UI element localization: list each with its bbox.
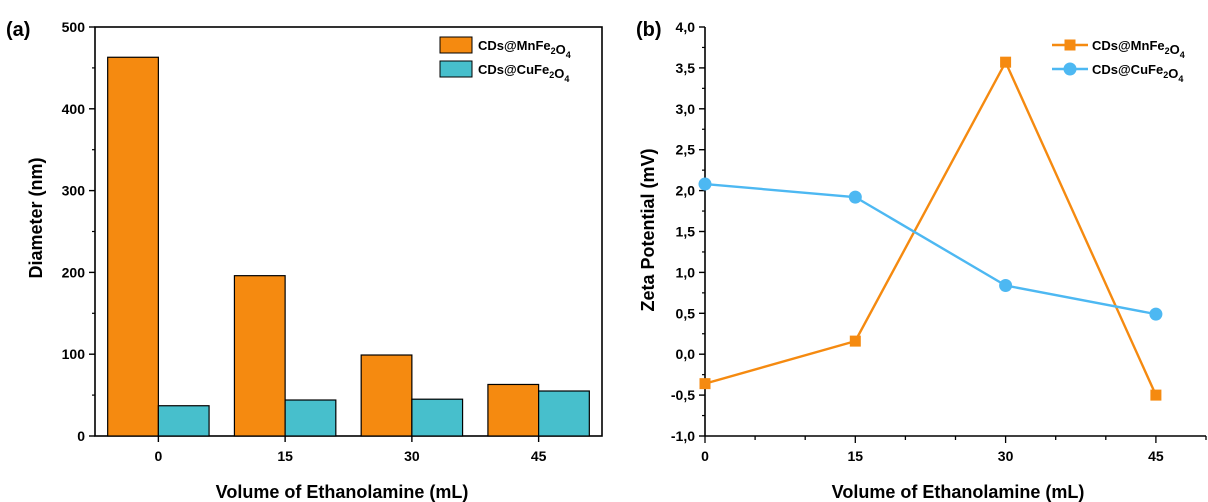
data-point-circle: [698, 177, 712, 191]
x-tick-label: 30: [404, 448, 420, 464]
series-line-mnfe2o4: [704, 59, 1157, 396]
legend-swatch: [439, 60, 473, 78]
legend-label: CDs@CuFe2O4: [1092, 62, 1183, 84]
y-tick-label: -1,0: [671, 428, 695, 444]
panel-b-x-axis-title: Volume of Ethanolamine (mL): [832, 482, 1085, 502]
bar-cufe2o4: [157, 405, 210, 437]
data-point-square: [849, 335, 861, 347]
series-line-cufe2o4: [704, 182, 1157, 316]
data-point-square: [1150, 389, 1162, 401]
y-tick-label: 500: [62, 19, 86, 35]
data-point-square: [699, 378, 711, 390]
panel-b-plot-area: -1,0 -0,5 0,0 0,5 1,0 1,5 2,0 2,5 3,0 3,5 4,0 0 15 30…: [671, 19, 1207, 464]
y-tick-label: 0,0: [676, 346, 696, 362]
y-tick-label: 400: [62, 101, 86, 117]
legend-label: CDs@CuFe2O4: [478, 62, 569, 84]
y-tick-label: 3,5: [676, 60, 696, 76]
y-tick-label: 2,0: [676, 183, 696, 199]
y-tick-label: -0,5: [671, 387, 695, 403]
bar-cufe2o4: [284, 399, 337, 437]
x-tick-label: 0: [701, 448, 709, 464]
legend-marker-square: [1064, 39, 1076, 51]
y-tick-label: 300: [62, 183, 86, 199]
panel-b-label: (b): [636, 19, 662, 41]
panel-a-y-axis-title: Diameter (nm): [26, 157, 46, 278]
x-tick-label: 30: [998, 448, 1014, 464]
y-tick-label: 3,0: [676, 101, 696, 117]
data-point-circle: [999, 278, 1013, 292]
x-tick-label: 0: [154, 448, 162, 464]
bar-mnfe2o4: [107, 56, 159, 437]
data-point-circle: [1149, 307, 1163, 321]
panel-b-y-axis-title: Zeta Potential (mV): [638, 148, 658, 311]
panel-a-axes-frame: [94, 26, 603, 437]
legend-marker-circle: [1063, 62, 1077, 76]
panel-a-plot-area: 0 100 200 300 400 500 0 15 30 45 CDs@MnFe2O4CDs@Cu…: [62, 19, 603, 464]
legend-swatch: [439, 36, 473, 54]
y-tick-label: 200: [62, 264, 86, 280]
bar-cufe2o4: [411, 398, 464, 437]
y-tick-label: 0,5: [676, 305, 696, 321]
x-tick-label: 45: [1148, 448, 1164, 464]
panel-a-bar-chart: (a) Diameter (nm) Volume of Ethanolamine…: [6, 19, 603, 502]
panel-a-label: (a): [6, 19, 30, 41]
x-tick-label: 15: [848, 448, 864, 464]
panel-a-x-axis-title: Volume of Ethanolamine (mL): [216, 482, 469, 502]
y-tick-label: 2,5: [676, 142, 696, 158]
panel-b-line-chart: (b) Zeta Potential (mV) Volume of Ethano…: [636, 19, 1207, 502]
x-tick-label: 45: [531, 448, 547, 464]
data-point-square: [1000, 56, 1012, 68]
bar-mnfe2o4: [487, 383, 540, 437]
y-tick-label: 1,5: [676, 224, 696, 240]
bar-mnfe2o4: [360, 354, 413, 437]
y-tick-label: 1,0: [676, 264, 696, 280]
legend-label: CDs@MnFe2O4: [478, 38, 571, 60]
bar-cufe2o4: [538, 390, 590, 437]
y-tick-label: 100: [62, 346, 86, 362]
bar-mnfe2o4: [233, 275, 286, 437]
y-tick-label: 4,0: [676, 19, 696, 35]
x-tick-label: 15: [277, 448, 293, 464]
data-point-circle: [848, 190, 862, 204]
legend-label: CDs@MnFe2O4: [1092, 38, 1185, 60]
y-tick-label: 0: [77, 428, 85, 444]
